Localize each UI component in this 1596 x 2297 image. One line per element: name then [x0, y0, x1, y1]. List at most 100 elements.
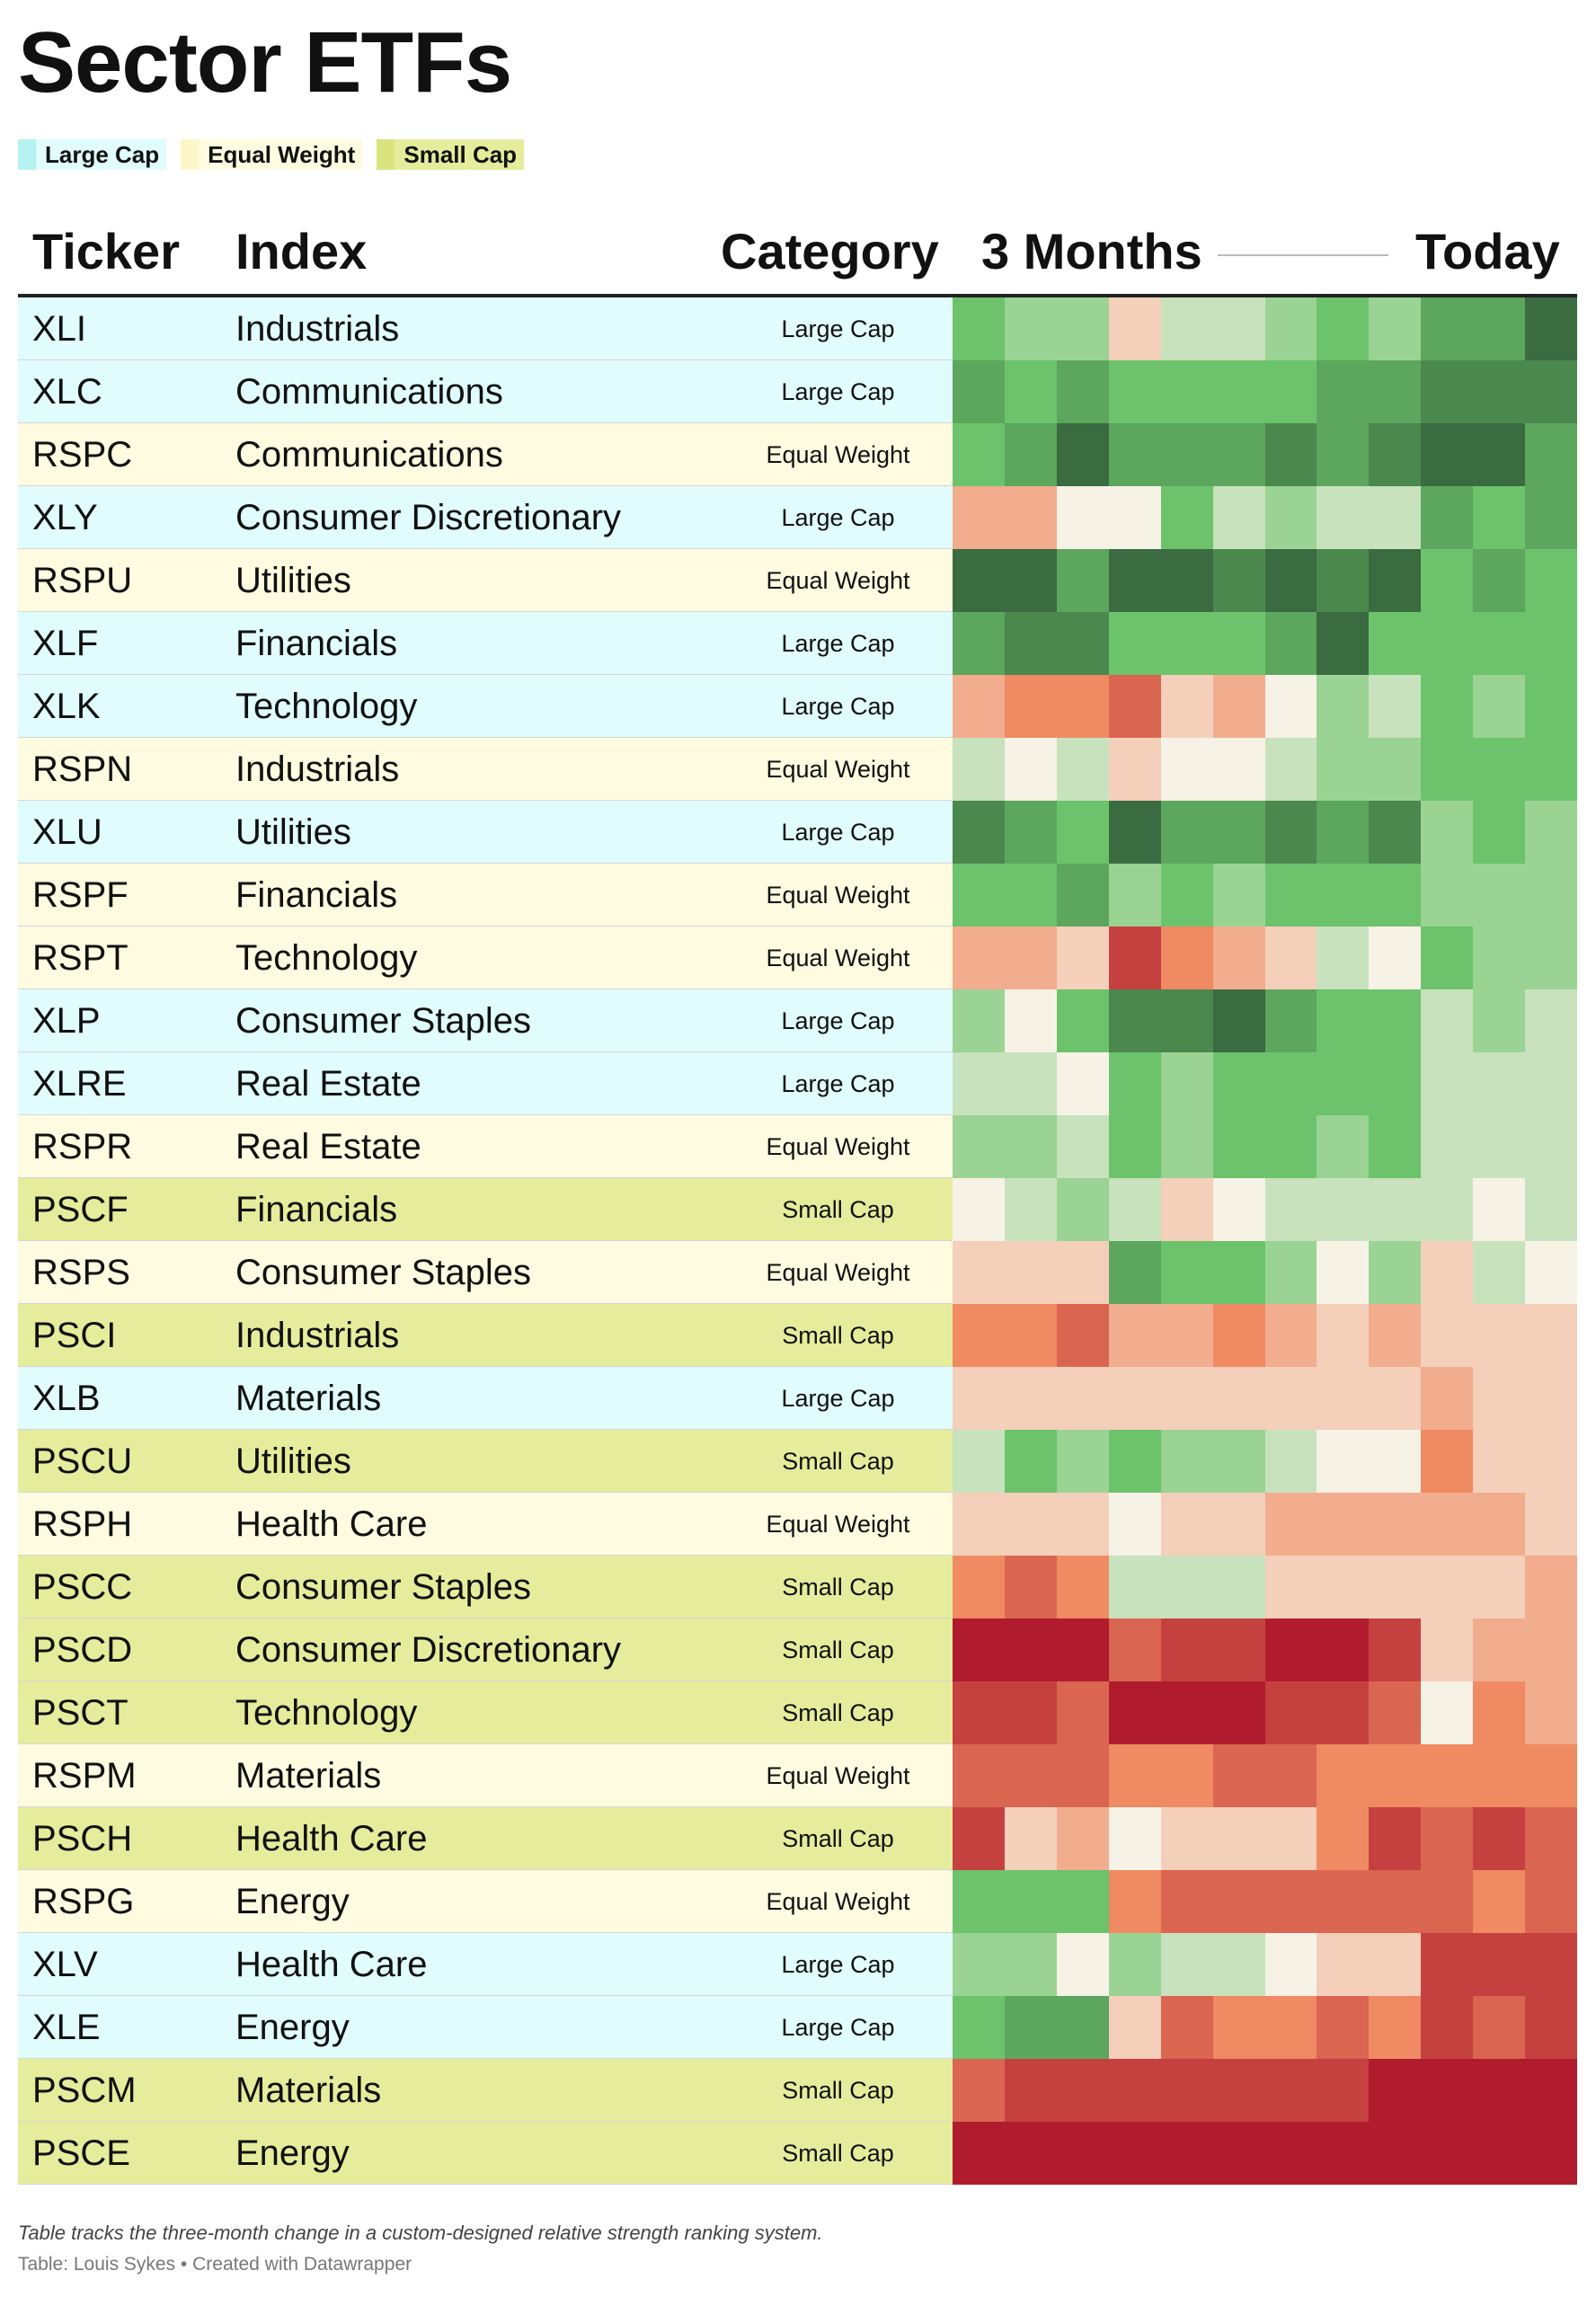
table-row[interactable]: XLF Financials Large Cap: [18, 612, 1578, 675]
heatmap-cell: [1317, 989, 1370, 1052]
heatmap-cell: [1212, 2059, 1265, 2122]
heatmap-cell: [1473, 1619, 1526, 1681]
heatmap-cell: [1421, 1996, 1474, 2059]
heatmap-cell: [1212, 1870, 1265, 1933]
heatmap-cell: [1004, 1178, 1057, 1241]
heatmap-cell: [1212, 927, 1265, 989]
table-row[interactable]: XLP Consumer Staples Large Cap: [18, 989, 1578, 1052]
table-row[interactable]: RSPM Materials Equal Weight: [18, 1744, 1578, 1807]
heatmap-cell: [1108, 2059, 1161, 2122]
table-row[interactable]: XLU Utilities Large Cap: [18, 801, 1578, 864]
heatmap-cell: [1056, 1744, 1109, 1807]
table-row[interactable]: XLY Consumer Discretionary Large Cap: [18, 486, 1578, 549]
ticker-cell: RSPC: [32, 435, 133, 474]
heatmap-cell: [1108, 927, 1161, 989]
table-row[interactable]: PSCD Consumer Discretionary Small Cap: [18, 1619, 1578, 1681]
heatmap-cell: [1264, 1681, 1317, 1744]
table-row[interactable]: PSCE Energy Small Cap: [18, 2122, 1578, 2185]
heatmap-cell: [1473, 1493, 1526, 1556]
category-cell: Equal Weight: [766, 1511, 910, 1538]
heatmap-cell: [1264, 2122, 1317, 2185]
table-row[interactable]: XLRE Real Estate Large Cap: [18, 1052, 1578, 1115]
ticker-cell: PSCH: [32, 1819, 133, 1858]
table-row[interactable]: PSCF Financials Small Cap: [18, 1178, 1578, 1241]
heatmap-cell: [1525, 1619, 1578, 1681]
heatmap-cell: [1525, 2059, 1578, 2122]
table-row[interactable]: XLB Materials Large Cap: [18, 1367, 1578, 1430]
heatmap-cell: [1056, 1367, 1109, 1430]
heatmap-cell: [1525, 1115, 1578, 1178]
table-row[interactable]: XLI Industrials Large Cap: [18, 297, 1578, 360]
heatmap-cell: [1421, 2059, 1474, 2122]
heatmap-cell: [1317, 927, 1370, 989]
heatmap-cell: [1317, 1241, 1370, 1304]
table-row[interactable]: RSPN Industrials Equal Weight: [18, 738, 1578, 801]
table-row[interactable]: PSCM Materials Small Cap: [18, 2059, 1578, 2122]
heatmap-cell: [1264, 738, 1317, 801]
heatmap-cell: [1421, 549, 1474, 612]
index-cell: Consumer Staples: [235, 1001, 532, 1041]
table-row[interactable]: PSCC Consumer Staples Small Cap: [18, 1556, 1578, 1619]
heatmap-cell: [1160, 423, 1213, 486]
heatmap-strip: [953, 1807, 1578, 1870]
heatmap-cell: [1369, 1304, 1422, 1367]
heatmap-strip: [953, 549, 1578, 612]
ticker-cell: PSCF: [32, 1190, 129, 1229]
heatmap-cell: [1473, 1556, 1526, 1619]
heatmap-cell: [1525, 989, 1578, 1052]
ticker-cell: PSCU: [32, 1441, 133, 1481]
heatmap-cell: [1317, 486, 1370, 549]
legend-item: Large Cap: [18, 139, 167, 170]
table-row[interactable]: RSPR Real Estate Equal Weight: [18, 1115, 1578, 1178]
heatmap-cell: [1212, 360, 1265, 423]
index-cell: Financials: [235, 1190, 398, 1229]
heatmap-cell: [1004, 1870, 1057, 1933]
table-row[interactable]: RSPS Consumer Staples Equal Weight: [18, 1241, 1578, 1304]
table-row[interactable]: XLE Energy Large Cap: [18, 1996, 1578, 2059]
table-row[interactable]: XLV Health Care Large Cap: [18, 1933, 1578, 1996]
table-row[interactable]: RSPU Utilities Equal Weight: [18, 549, 1578, 612]
heatmap-cell: [1421, 1304, 1474, 1367]
heatmap-cell: [953, 738, 1005, 801]
heatmap-strip: [953, 927, 1578, 989]
heatmap-cell: [953, 801, 1005, 864]
ticker-cell: PSCI: [32, 1316, 117, 1355]
ticker-cell: XLC: [32, 372, 102, 412]
table-row[interactable]: PSCU Utilities Small Cap: [18, 1430, 1578, 1493]
heatmap-cell: [1056, 801, 1109, 864]
heatmap-cell: [1056, 1556, 1109, 1619]
table-body: XLI Industrials Large Cap XLC Communications…: [18, 297, 1578, 2185]
category-cell: Large Cap: [781, 1385, 895, 1412]
table-row[interactable]: PSCI Industrials Small Cap: [18, 1304, 1578, 1367]
header-category[interactable]: Category: [721, 223, 939, 279]
heatmap-cell: [1264, 1241, 1317, 1304]
heatmap-cell: [1004, 1493, 1057, 1556]
heatmap-cell: [1264, 675, 1317, 738]
table-row[interactable]: XLK Technology Large Cap: [18, 675, 1578, 738]
table-row[interactable]: RSPH Health Care Equal Weight: [18, 1493, 1578, 1556]
heatmap-cell: [1212, 989, 1265, 1052]
table-row[interactable]: RSPT Technology Equal Weight: [18, 927, 1578, 989]
table-row[interactable]: RSPG Energy Equal Weight: [18, 1870, 1578, 1933]
table-row[interactable]: PSCH Health Care Small Cap: [18, 1807, 1578, 1870]
heatmap-cell: [1264, 1556, 1317, 1619]
header-index[interactable]: Index: [235, 223, 368, 279]
header-period-rule: [1218, 254, 1388, 256]
category-cell: Small Cap: [782, 1448, 894, 1475]
ticker-cell: XLU: [32, 812, 102, 852]
heatmap-cell: [1525, 360, 1578, 423]
heatmap-cell: [953, 486, 1005, 549]
table-row[interactable]: RSPF Financials Equal Weight: [18, 864, 1578, 927]
heatmap-cell: [1369, 1241, 1422, 1304]
table-row[interactable]: PSCT Technology Small Cap: [18, 1681, 1578, 1744]
heatmap-cell: [1160, 1115, 1213, 1178]
heatmap-cell: [1473, 486, 1526, 549]
ticker-cell: PSCC: [32, 1567, 133, 1607]
header-ticker[interactable]: Ticker: [32, 223, 180, 279]
heatmap-cell: [1108, 1115, 1161, 1178]
table-row[interactable]: XLC Communications Large Cap: [18, 360, 1578, 423]
heatmap-strip: [953, 360, 1578, 423]
table-row[interactable]: RSPC Communications Equal Weight: [18, 423, 1578, 486]
index-cell: Utilities: [235, 812, 351, 852]
heatmap-cell: [1317, 1870, 1370, 1933]
